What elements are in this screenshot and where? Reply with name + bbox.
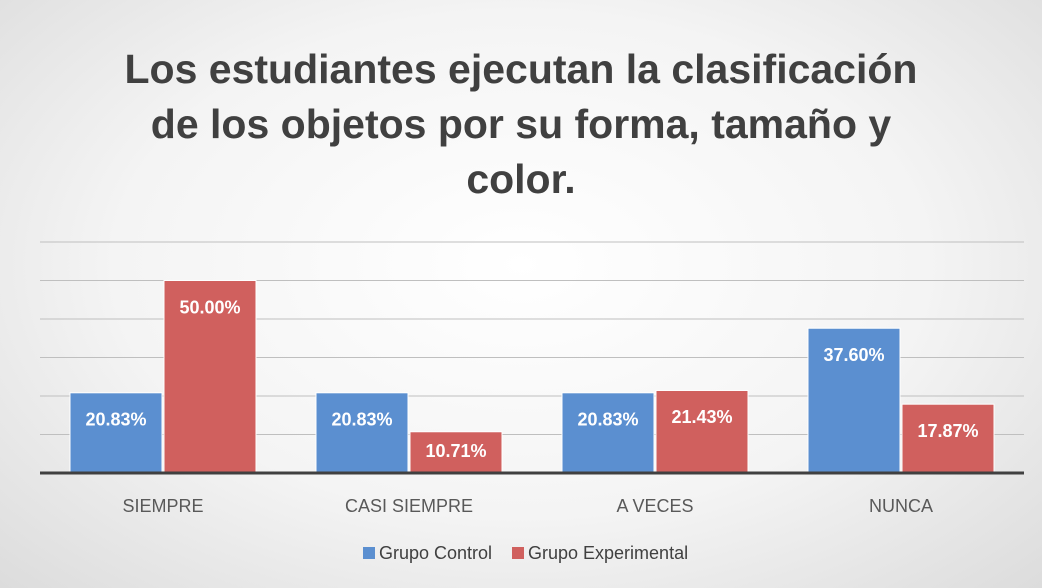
x-tick-label: A VECES: [616, 496, 693, 516]
x-tick-label: NUNCA: [869, 496, 933, 516]
bar: [655, 389, 749, 474]
bar: [163, 280, 257, 474]
x-tick-label: SIEMPRE: [122, 496, 203, 516]
legend-swatch: [363, 547, 375, 559]
bar: [561, 392, 655, 474]
data-label: 50.00%: [179, 297, 240, 317]
data-label: 20.83%: [331, 410, 392, 430]
data-label: 21.43%: [671, 407, 732, 427]
data-label: 37.60%: [823, 345, 884, 365]
data-label: 10.71%: [425, 441, 486, 461]
data-label: 17.87%: [917, 421, 978, 441]
bar: [901, 403, 995, 474]
chart-title: Los estudiantes ejecutan la clasificació…: [124, 46, 918, 202]
data-label: 20.83%: [85, 410, 146, 430]
data-label: 20.83%: [577, 410, 638, 430]
bar: [69, 392, 163, 474]
bar: [315, 392, 409, 474]
legend-swatch: [512, 547, 524, 559]
legend-label: Grupo Experimental: [528, 543, 688, 563]
x-tick-label: CASI SIEMPRE: [345, 496, 473, 516]
legend-label: Grupo Control: [379, 543, 492, 563]
